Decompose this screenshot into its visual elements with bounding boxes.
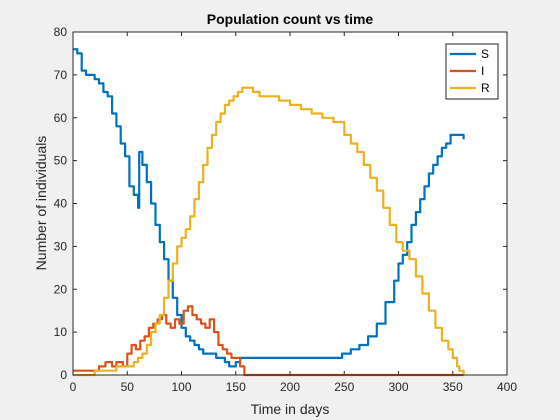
x-tick-label: 0	[70, 380, 77, 394]
series-line-r	[73, 86, 465, 377]
y-tick-label: 20	[54, 282, 68, 296]
y-tick-label: 50	[54, 154, 68, 168]
y-tick-label: 10	[54, 325, 68, 339]
series-lines	[73, 48, 465, 377]
y-axis-label: Number of individuals	[33, 136, 49, 271]
legend-label: I	[481, 64, 484, 78]
x-axis-label: Time in days	[251, 401, 330, 417]
chart-title: Population count vs time	[207, 11, 374, 27]
x-tick-label: 50	[121, 380, 135, 394]
y-tick-label: 0	[60, 368, 67, 382]
axis-ticks: 0 50 100 150 200 250 300 350 400 0 10 20 30 40 50 60 70 8…	[54, 25, 518, 394]
legend: SIR	[445, 43, 499, 100]
series-line-s	[73, 48, 465, 368]
axes-frame	[72, 31, 508, 376]
legend-label: R	[481, 81, 490, 95]
legend-items: SIR	[450, 47, 490, 95]
x-tick-label: 250	[334, 380, 354, 394]
y-tick-label: 80	[54, 25, 68, 39]
y-tick-label: 30	[54, 239, 68, 253]
x-tick-label: 200	[280, 380, 300, 394]
x-tick-label: 100	[171, 380, 191, 394]
y-tick-label: 70	[54, 68, 68, 82]
x-tick-label: 300	[388, 380, 408, 394]
y-tick-label: 60	[54, 111, 68, 125]
x-tick-label: 150	[226, 380, 246, 394]
legend-label: S	[481, 47, 489, 61]
x-tick-label: 400	[497, 380, 517, 394]
x-tick-label: 350	[443, 380, 463, 394]
y-tick-label: 40	[54, 197, 68, 211]
